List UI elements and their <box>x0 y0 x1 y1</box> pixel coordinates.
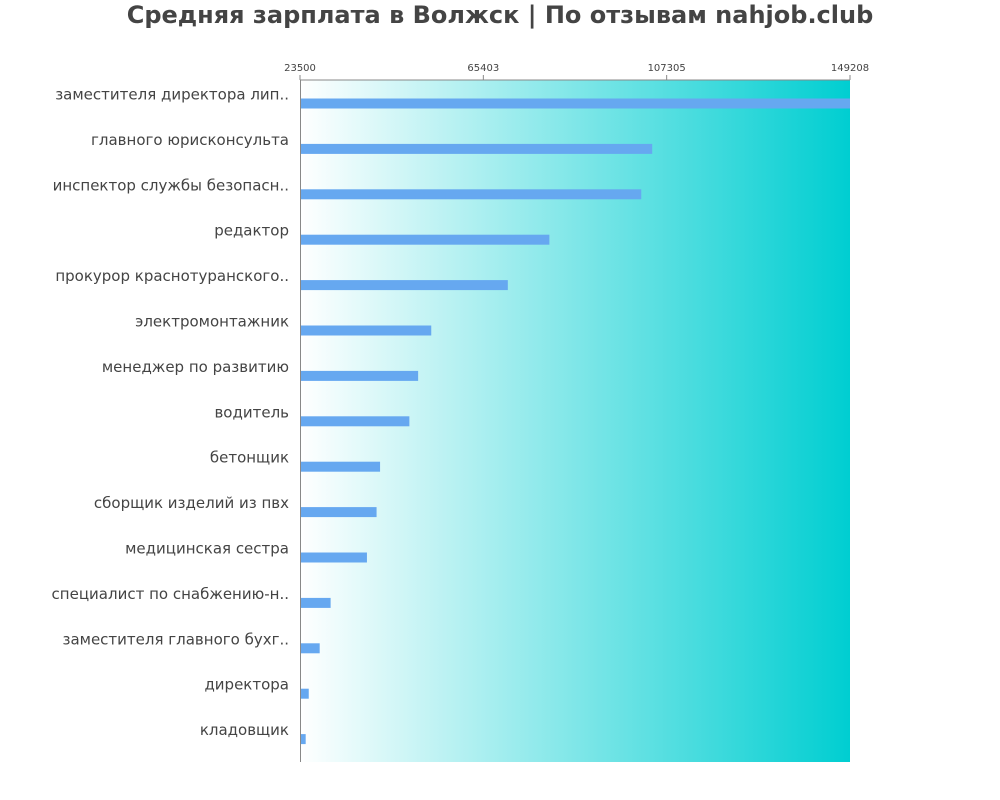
category-label: медицинская сестра <box>125 540 289 558</box>
x-tick-label: 149208 <box>831 63 869 74</box>
category-label: заместителя директора лип.. <box>55 86 289 104</box>
bar <box>300 143 653 154</box>
category-label: заместителя главного бухг.. <box>62 630 289 648</box>
bar <box>300 643 320 654</box>
category-label: менеджер по развитию <box>102 358 289 376</box>
category-label: электромонтажник <box>135 313 289 331</box>
x-tick-label: 107305 <box>648 63 686 74</box>
bar <box>300 280 508 291</box>
bar <box>300 325 432 336</box>
category-label: главного юрисконсульта <box>91 131 289 149</box>
bar <box>300 370 419 381</box>
bar <box>300 597 331 608</box>
bar <box>300 734 306 745</box>
bar <box>300 416 410 427</box>
category-label: бетонщик <box>210 449 289 467</box>
category-label: специалист по снабжению-н.. <box>52 585 289 603</box>
bar <box>300 552 367 563</box>
bar <box>300 507 377 518</box>
category-label: сборщик изделий из пвх <box>94 494 289 512</box>
bar <box>300 98 850 109</box>
bar <box>300 189 642 200</box>
category-label: прокурор краснотуранского.. <box>55 267 289 285</box>
bar <box>300 688 309 699</box>
bar <box>300 461 381 472</box>
category-label: кладовщик <box>200 721 289 739</box>
category-label: редактор <box>214 222 289 240</box>
bar <box>300 234 550 245</box>
x-tick-label: 23500 <box>284 63 316 74</box>
category-label: инспектор службы безопасн.. <box>53 176 289 194</box>
x-tick-label: 65403 <box>467 63 499 74</box>
category-label: водитель <box>214 403 289 421</box>
chart-title: Средняя зарплата в Волжск | По отзывам n… <box>126 1 874 29</box>
category-label: директора <box>204 676 289 694</box>
